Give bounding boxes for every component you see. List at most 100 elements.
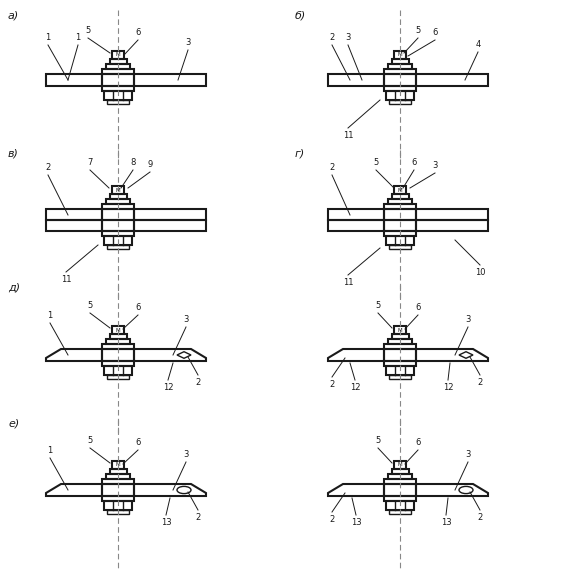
Text: 3: 3: [432, 161, 438, 170]
Bar: [384, 361, 416, 366]
Bar: [388, 199, 412, 204]
Text: M: M: [398, 188, 402, 192]
Text: 2: 2: [195, 378, 200, 387]
Bar: [46, 209, 102, 220]
Text: 3: 3: [465, 315, 471, 324]
Text: 11: 11: [343, 278, 353, 287]
Text: 5: 5: [87, 301, 93, 310]
Bar: [389, 375, 411, 379]
Text: 11: 11: [343, 131, 353, 140]
Text: 13: 13: [441, 518, 451, 527]
Bar: [109, 59, 126, 64]
Text: 6: 6: [135, 303, 141, 312]
Text: 2: 2: [477, 378, 483, 387]
Text: 4: 4: [475, 40, 481, 49]
Bar: [112, 461, 124, 469]
Bar: [384, 479, 416, 484]
Bar: [388, 339, 412, 344]
Text: 5: 5: [415, 26, 421, 35]
Text: д): д): [8, 283, 20, 293]
Bar: [102, 209, 134, 220]
Text: 12: 12: [350, 383, 360, 392]
Bar: [102, 496, 134, 501]
Text: в): в): [8, 148, 19, 158]
Bar: [388, 64, 412, 69]
Text: 2: 2: [477, 513, 483, 522]
Bar: [384, 344, 416, 349]
Bar: [107, 375, 129, 379]
Text: 5: 5: [85, 26, 91, 35]
Bar: [102, 479, 134, 484]
Bar: [102, 361, 134, 366]
Text: 6: 6: [415, 438, 421, 447]
Text: 6: 6: [135, 438, 141, 447]
Bar: [106, 199, 130, 204]
Text: 8: 8: [130, 158, 136, 167]
Bar: [328, 220, 384, 231]
Bar: [134, 209, 206, 220]
Bar: [104, 236, 132, 245]
Bar: [134, 220, 206, 231]
Bar: [394, 51, 406, 59]
Text: 9: 9: [147, 160, 153, 169]
Bar: [102, 204, 134, 209]
Bar: [384, 220, 416, 231]
Text: 10: 10: [475, 268, 485, 277]
Bar: [102, 74, 134, 86]
Bar: [386, 501, 414, 510]
Bar: [134, 74, 206, 86]
Text: 3: 3: [345, 33, 351, 42]
Bar: [46, 220, 102, 231]
Text: M: M: [398, 52, 402, 57]
Bar: [107, 100, 129, 104]
Bar: [112, 51, 124, 59]
Text: 3: 3: [465, 450, 471, 459]
Bar: [389, 100, 411, 104]
Bar: [386, 236, 414, 245]
Text: 6: 6: [135, 28, 141, 37]
Text: 5: 5: [374, 158, 379, 167]
Bar: [102, 69, 134, 74]
Bar: [102, 86, 134, 91]
Text: 2: 2: [329, 33, 335, 42]
Text: 1: 1: [75, 33, 80, 42]
Bar: [384, 86, 416, 91]
Bar: [109, 334, 126, 339]
Bar: [384, 484, 416, 496]
Bar: [112, 326, 124, 334]
Text: 1: 1: [45, 33, 50, 42]
Text: 3: 3: [185, 38, 191, 47]
Bar: [102, 484, 134, 496]
Bar: [102, 231, 134, 236]
Text: б): б): [295, 10, 306, 20]
Bar: [416, 74, 488, 86]
Text: 3: 3: [183, 450, 188, 459]
Text: 6: 6: [411, 158, 417, 167]
Text: M: M: [398, 463, 402, 467]
Text: M: M: [115, 52, 121, 57]
Text: 2: 2: [329, 380, 335, 389]
Text: 12: 12: [163, 383, 173, 392]
Bar: [104, 366, 132, 375]
Text: 5: 5: [87, 436, 93, 445]
Bar: [112, 186, 124, 194]
Bar: [384, 209, 416, 220]
Text: M: M: [115, 328, 121, 332]
Text: е): е): [8, 418, 19, 428]
Bar: [394, 186, 406, 194]
Bar: [107, 510, 129, 514]
Text: 7: 7: [87, 158, 93, 167]
Bar: [384, 69, 416, 74]
Bar: [328, 74, 384, 86]
Bar: [328, 209, 384, 220]
Bar: [106, 64, 130, 69]
Bar: [394, 461, 406, 469]
Text: 2: 2: [329, 163, 335, 172]
Bar: [46, 74, 102, 86]
Bar: [107, 245, 129, 249]
Bar: [104, 91, 132, 100]
Bar: [392, 194, 409, 199]
Bar: [384, 496, 416, 501]
Text: 11: 11: [61, 275, 71, 284]
Bar: [392, 334, 409, 339]
